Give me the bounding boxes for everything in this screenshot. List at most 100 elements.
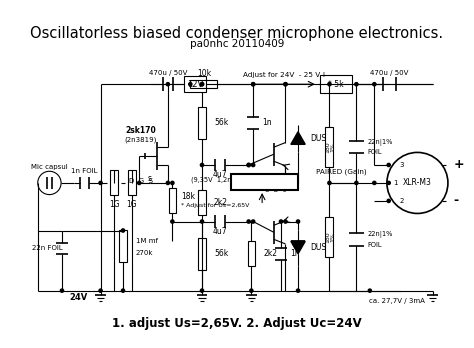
Text: 1. adjust Us=2,65V. 2. Adjust Uc=24V: 1. adjust Us=2,65V. 2. Adjust Uc=24V (112, 317, 362, 330)
Bar (119, 230, 127, 262)
Circle shape (99, 289, 102, 292)
Text: 2k2: 2k2 (214, 198, 228, 207)
Text: (2n3819): (2n3819) (125, 137, 157, 143)
Text: FOIL: FOIL (367, 242, 382, 248)
Text: e  b  c: e b c (265, 187, 286, 193)
Circle shape (284, 220, 287, 223)
Text: D  G  S: D G S (129, 178, 153, 184)
Circle shape (296, 289, 300, 292)
Circle shape (296, 220, 300, 223)
Circle shape (137, 181, 141, 184)
Text: 22n FOIL: 22n FOIL (32, 245, 63, 252)
Bar (199, 238, 206, 270)
Circle shape (166, 82, 170, 86)
Circle shape (60, 289, 64, 292)
Circle shape (250, 289, 253, 292)
Bar (191, 80, 217, 88)
Text: 470u / 50V: 470u / 50V (149, 70, 187, 77)
Text: 22n|1%: 22n|1% (367, 231, 392, 238)
Text: 3: 3 (399, 162, 403, 168)
Bar (199, 106, 206, 139)
Text: 12V: 12V (187, 80, 203, 89)
Circle shape (387, 199, 390, 203)
Text: 1n: 1n (290, 249, 300, 258)
Circle shape (373, 82, 376, 86)
Text: 1G: 1G (109, 200, 119, 209)
Text: 180
1%: 180 1% (325, 141, 336, 153)
Circle shape (355, 181, 358, 184)
Text: 56k: 56k (215, 249, 229, 258)
Circle shape (252, 82, 255, 86)
Text: Us=2,65V !: Us=2,65V ! (236, 177, 293, 187)
Text: 470u / 50V: 470u / 50V (370, 70, 409, 76)
Bar (326, 127, 334, 167)
Circle shape (201, 289, 204, 292)
Circle shape (201, 220, 204, 223)
Text: ca. 27,7V / 3mA: ca. 27,7V / 3mA (369, 299, 425, 304)
Circle shape (355, 82, 358, 86)
Circle shape (368, 289, 372, 292)
Text: 180
1%: 180 1% (325, 231, 336, 243)
Text: 2k2: 2k2 (263, 249, 277, 258)
Text: 4u7: 4u7 (213, 227, 227, 236)
Text: 2sk170: 2sk170 (126, 126, 156, 135)
Text: 24V: 24V (69, 293, 87, 302)
Text: 1: 1 (393, 180, 398, 186)
Circle shape (171, 220, 174, 223)
Bar (231, 174, 298, 190)
Circle shape (252, 82, 255, 86)
Text: 1n: 1n (262, 118, 272, 127)
Text: (9,35V  1,2mA): (9,35V 1,2mA) (191, 177, 240, 183)
Text: 1n FOIL: 1n FOIL (71, 168, 98, 174)
Circle shape (247, 220, 250, 223)
Circle shape (387, 181, 390, 184)
Text: * Adjust for Us=2,65V: * Adjust for Us=2,65V (182, 203, 250, 208)
Circle shape (279, 220, 283, 223)
Circle shape (121, 289, 125, 292)
Text: Adjust for 24V  - 25 V !: Adjust for 24V - 25 V ! (243, 72, 326, 78)
Circle shape (121, 229, 125, 232)
Text: Mic capsul: Mic capsul (31, 164, 68, 170)
Text: 270k: 270k (136, 250, 153, 256)
Circle shape (201, 163, 204, 167)
Circle shape (328, 82, 331, 86)
Circle shape (252, 220, 255, 223)
Circle shape (387, 163, 390, 167)
Text: -: - (453, 195, 458, 207)
Circle shape (247, 163, 250, 167)
Text: 1G: 1G (127, 200, 137, 209)
Text: pa0nhc 20110409: pa0nhc 20110409 (190, 39, 284, 49)
Text: s: s (148, 174, 152, 183)
Circle shape (171, 181, 174, 184)
Text: PAIRED (Gain): PAIRED (Gain) (316, 169, 366, 175)
Text: 1M mf: 1M mf (136, 238, 157, 244)
Text: * 5k: * 5k (328, 80, 344, 89)
Circle shape (284, 82, 287, 86)
Text: 18k: 18k (182, 192, 195, 201)
Circle shape (201, 82, 204, 86)
Text: DUS: DUS (310, 134, 327, 143)
Text: 22n|1%: 22n|1% (367, 139, 392, 146)
Text: +: + (453, 158, 464, 172)
Text: 56k: 56k (215, 118, 229, 127)
Circle shape (166, 181, 170, 184)
Bar (248, 241, 255, 267)
Text: FOIL: FOIL (367, 149, 382, 156)
Circle shape (189, 82, 192, 86)
Circle shape (284, 82, 287, 86)
Bar (184, 76, 206, 92)
Text: XLR-M3: XLR-M3 (403, 179, 432, 188)
Circle shape (328, 181, 331, 184)
Circle shape (284, 181, 287, 184)
Circle shape (99, 181, 102, 184)
Bar (169, 188, 176, 213)
Text: 2: 2 (399, 198, 403, 204)
Polygon shape (291, 132, 305, 144)
Bar (128, 171, 136, 196)
Bar (326, 217, 334, 256)
Bar (110, 171, 118, 196)
Text: DUS: DUS (310, 243, 327, 252)
Text: 4u7: 4u7 (213, 171, 227, 179)
Text: 2N5401: 2N5401 (262, 178, 289, 184)
Circle shape (247, 163, 250, 167)
